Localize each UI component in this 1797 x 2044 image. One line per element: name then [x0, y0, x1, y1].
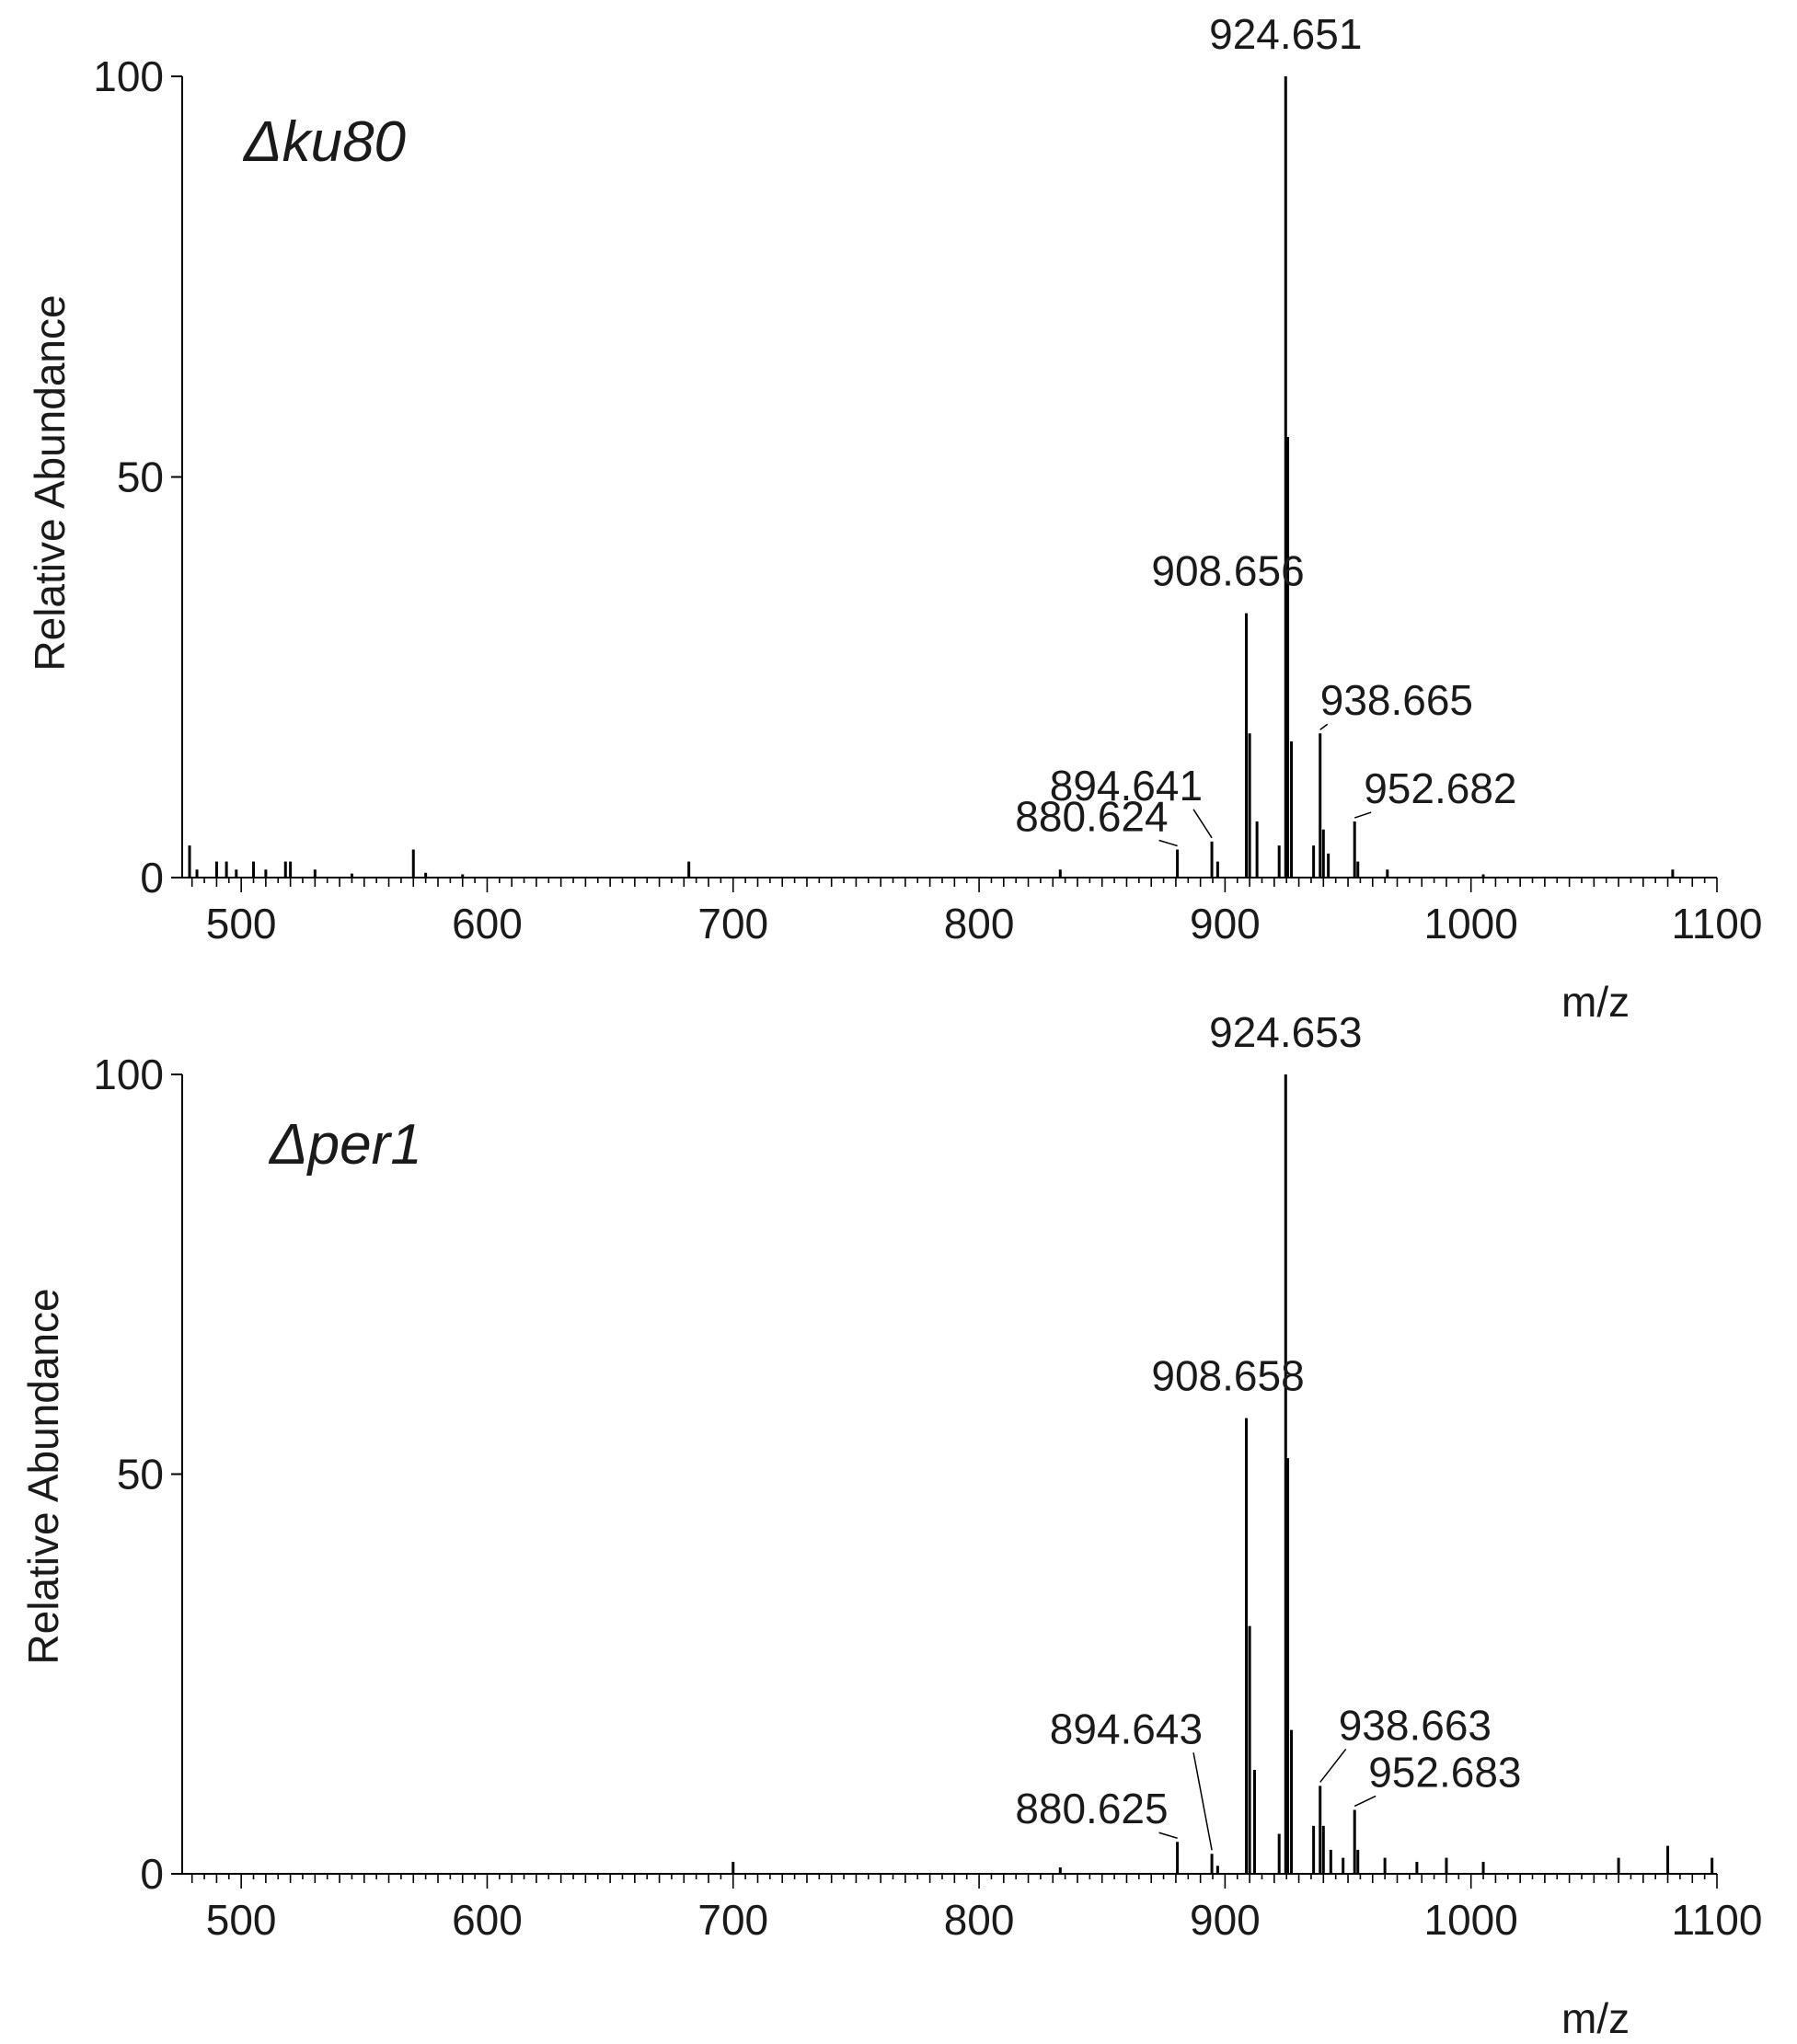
peak-annotation: 938.665	[1320, 676, 1473, 724]
x-tick-label: 700	[697, 1896, 768, 1944]
x-tick-label: 1000	[1424, 900, 1518, 947]
x-tick-label: 900	[1190, 1896, 1261, 1944]
peak-annotation: 908.658	[1151, 1352, 1304, 1400]
peak-annotation: 894.643	[1050, 1705, 1203, 1752]
peak-annotation: 880.625	[1015, 1785, 1168, 1832]
y-axis-title: Relative Abundance	[19, 1288, 67, 1664]
y-axis-title: Relative Abundance	[26, 294, 74, 671]
spectrum-panel-per1: Δper1 Relative Abundance m/z 500 600 700 80…	[19, 1008, 1762, 2042]
x-tick-label: 1000	[1424, 1896, 1518, 1944]
x-tick-label: 1100	[1672, 1896, 1763, 1944]
y-tick-label: 100	[93, 1051, 164, 1098]
x-tick-label: 600	[452, 900, 523, 947]
panel-label: Δper1	[268, 1113, 422, 1177]
peak-annotation: 908.656	[1151, 547, 1304, 595]
x-axis-title: m/z	[1561, 1994, 1630, 2042]
x-axis-title: m/z	[1561, 978, 1630, 1026]
x-tick-label: 900	[1190, 900, 1261, 947]
peak-annotation: 894.641	[1050, 762, 1203, 810]
annotation-leader-line	[1319, 723, 1329, 730]
peak-annotation: 952.682	[1364, 764, 1516, 812]
spectrum-panel-ku80: Δku80 Relative Abundance m/z 500 600 700 80…	[26, 10, 1762, 1026]
annotation-leader-line	[1354, 811, 1372, 819]
x-tick-label: 1100	[1672, 900, 1763, 947]
peak-annotation: 880.624	[1015, 793, 1168, 841]
x-tick-label: 600	[452, 1896, 523, 1944]
annotation-leader-line	[1158, 1832, 1178, 1839]
annotation-leader-line	[1158, 839, 1178, 847]
annotation-leader-line	[1192, 1752, 1213, 1851]
x-tick-label: 500	[206, 1896, 277, 1944]
y-tick-label: 100	[93, 52, 164, 100]
x-tick-label: 500	[206, 900, 277, 947]
y-tick-label: 0	[140, 854, 164, 901]
panel-label: Δku80	[242, 110, 406, 174]
annotation-leader-line	[1319, 1748, 1347, 1783]
y-tick-label: 0	[140, 1850, 164, 1898]
peak-annotation: 924.651	[1209, 10, 1362, 58]
peak-annotation: 938.663	[1339, 1701, 1492, 1749]
y-tick-label: 50	[117, 1451, 164, 1499]
annotation-leader-line	[1192, 809, 1213, 839]
peak-annotation: 924.653	[1209, 1008, 1362, 1056]
x-tick-label: 800	[944, 900, 1015, 947]
x-tick-label: 800	[944, 1896, 1015, 1944]
peak-annotation: 952.683	[1368, 1748, 1521, 1796]
annotation-leader-line	[1354, 1795, 1377, 1808]
x-tick-label: 700	[697, 900, 768, 947]
y-tick-label: 50	[117, 454, 164, 501]
